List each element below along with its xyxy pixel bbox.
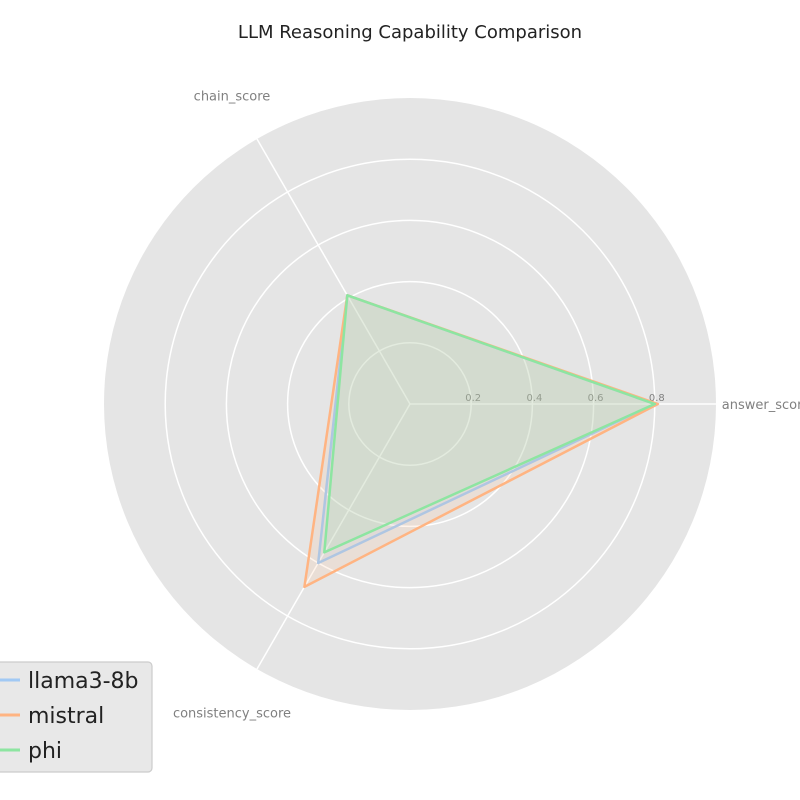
axis-label-answer_score: answer_score <box>722 398 800 413</box>
plot-area: 0.2 0.4 0.6 0.8 answer_score chain_scoreconsi… <box>104 90 800 721</box>
axis-label-chain_score: chain_score <box>194 90 271 105</box>
radial-tick-label: 0.6 <box>588 393 604 404</box>
radial-tick-label: 0.4 <box>526 393 542 404</box>
legend: llama3-8b mistral phi <box>0 661 153 773</box>
radial-tick-label: 0.2 <box>465 393 481 404</box>
legend-label-phi: phi <box>28 739 62 764</box>
legend-box <box>0 661 153 773</box>
series-fill-phi <box>324 295 655 553</box>
legend-label-mistral: mistral <box>28 704 104 729</box>
legend-label-llama3-8b: llama3-8b <box>28 669 139 694</box>
radial-tick-label: 0.8 <box>649 393 665 404</box>
series-fill-mistral <box>304 295 658 587</box>
series-fill-llama3-8b <box>318 295 655 563</box>
spoke-consistency_score <box>256 403 411 670</box>
series-line-phi <box>323 294 657 554</box>
axis-label-consistency_score: consistency_score <box>173 706 291 721</box>
spoke-chain_score <box>256 138 411 405</box>
chart-title: LLM Reasoning Capability Comparison <box>238 22 582 43</box>
